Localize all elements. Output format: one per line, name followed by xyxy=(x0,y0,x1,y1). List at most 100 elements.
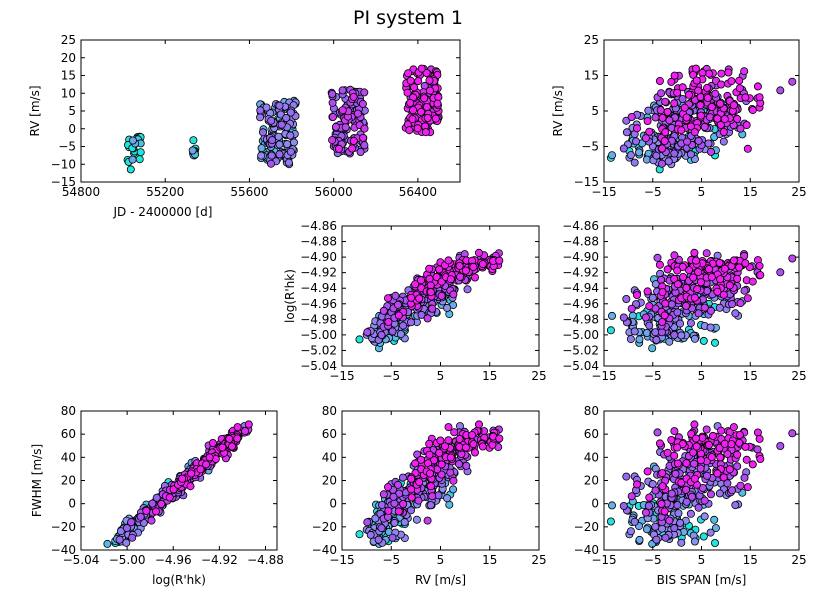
data-point xyxy=(673,88,682,97)
panel-logrhk-vs-rv: −15 −5 5 15 25 −5.04 −5.02−5.00 −4.98−4.96 −4.94… xyxy=(283,219,547,383)
data-point xyxy=(411,459,420,468)
data-point xyxy=(684,90,693,99)
data-point xyxy=(682,301,691,310)
data-point xyxy=(423,516,432,525)
y-tick-label: −5.04 xyxy=(300,359,337,373)
data-point xyxy=(736,299,745,308)
data-point xyxy=(286,131,295,140)
y-tick-label: 20 xyxy=(322,474,337,488)
data-point xyxy=(715,303,724,312)
data-point xyxy=(384,506,393,515)
y-tick-label: −5.00 xyxy=(300,328,337,342)
y-tick-label: 0 xyxy=(68,122,76,136)
data-point xyxy=(128,155,137,164)
data-point xyxy=(707,490,716,499)
data-point xyxy=(729,423,738,432)
data-point xyxy=(128,136,137,145)
data-point xyxy=(417,310,426,319)
data-point xyxy=(735,430,744,439)
data-point xyxy=(690,293,699,302)
data-point xyxy=(275,150,284,159)
data-point xyxy=(717,80,726,89)
data-point xyxy=(731,309,740,318)
y-axis-label: FWHM [m/s] xyxy=(30,444,44,517)
data-point xyxy=(753,82,762,91)
data-point xyxy=(608,311,617,320)
data-point xyxy=(692,256,701,265)
data-point xyxy=(286,108,295,117)
y-tick-label: −5.00 xyxy=(562,328,599,342)
data-point xyxy=(266,159,275,168)
data-point xyxy=(755,93,764,102)
data-point xyxy=(680,103,689,112)
data-point xyxy=(741,442,750,451)
data-point xyxy=(437,470,446,479)
data-point xyxy=(663,448,672,457)
data-point xyxy=(756,271,765,280)
data-point xyxy=(115,535,124,544)
y-tick-label: −4.98 xyxy=(562,312,599,326)
data-point xyxy=(661,97,670,106)
data-point xyxy=(405,126,414,135)
data-point xyxy=(710,515,719,524)
x-tick-label: 25 xyxy=(791,185,806,199)
data-point xyxy=(147,516,156,525)
data-point xyxy=(227,442,236,451)
y-tick-label: 5 xyxy=(68,104,76,118)
data-point xyxy=(433,99,442,108)
data-point xyxy=(670,251,679,260)
data-point xyxy=(690,334,699,343)
data-point xyxy=(630,327,639,336)
data-point xyxy=(379,490,388,499)
data-point xyxy=(689,273,698,282)
data-point xyxy=(379,306,388,315)
data-point xyxy=(655,77,664,86)
data-point xyxy=(407,293,416,302)
data-point xyxy=(446,468,455,477)
data-point xyxy=(356,147,365,156)
data-point xyxy=(388,533,397,542)
data-point xyxy=(670,451,679,460)
data-point xyxy=(670,149,679,158)
data-point xyxy=(670,99,679,108)
data-point xyxy=(186,482,195,491)
data-point xyxy=(715,443,724,452)
data-point xyxy=(706,323,715,332)
data-point xyxy=(406,506,415,515)
data-point xyxy=(205,453,214,462)
data-point xyxy=(656,106,665,115)
panel-rv-vs-jd: 54800 55200 55600 56000 56400 −15 −10 −5 0 5 10 15 2… xyxy=(28,33,461,219)
data-point xyxy=(670,524,679,533)
data-point xyxy=(328,136,337,145)
data-point xyxy=(461,266,470,275)
data-point xyxy=(353,109,362,118)
data-point xyxy=(606,326,615,335)
y-tick-label: 80 xyxy=(61,404,76,418)
data-point xyxy=(678,262,687,271)
panel-logrhk-vs-bis: −15 −5 5 15 25 −5.04 −5.02−5.00 −4.98−4.96 −4.94… xyxy=(562,219,806,383)
data-point xyxy=(711,524,720,533)
data-point xyxy=(338,86,347,95)
data-point xyxy=(664,157,673,166)
points-logrhk-vs-rv xyxy=(355,248,504,353)
data-point xyxy=(719,137,728,146)
data-point xyxy=(450,428,459,437)
data-point xyxy=(748,106,757,115)
data-point xyxy=(606,517,615,526)
data-point xyxy=(366,530,375,539)
data-point xyxy=(406,98,415,107)
data-point xyxy=(700,122,709,131)
points-rv-vs-bis xyxy=(606,64,797,174)
x-axis-label: BIS SPAN [m/s] xyxy=(657,573,747,587)
data-point xyxy=(267,151,276,160)
data-point xyxy=(449,290,458,299)
data-point xyxy=(425,450,434,459)
data-point xyxy=(455,261,464,270)
data-point xyxy=(391,291,400,300)
data-point xyxy=(449,476,458,485)
data-point xyxy=(788,429,797,438)
data-point xyxy=(641,313,650,322)
data-point xyxy=(404,69,413,78)
data-point xyxy=(428,492,437,501)
data-point xyxy=(394,311,403,320)
